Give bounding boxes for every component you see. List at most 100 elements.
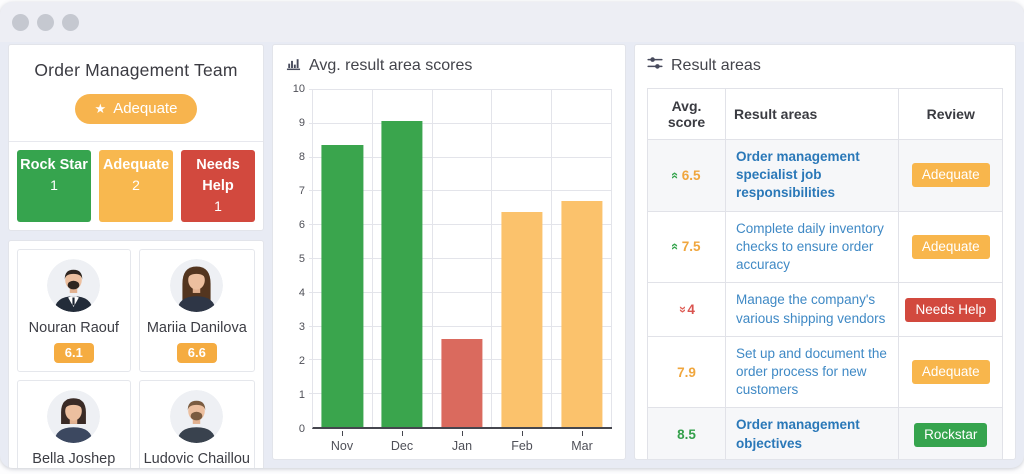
y-tick-label: 4 bbox=[298, 287, 305, 299]
avg-score: 7.9 bbox=[677, 364, 696, 380]
dashboard-content: Order Management Team ★ Adequate Rock St… bbox=[0, 42, 1024, 468]
bar-feb[interactable] bbox=[501, 212, 543, 427]
bar-mar[interactable] bbox=[561, 200, 603, 427]
y-tick-label: 8 bbox=[298, 151, 305, 163]
team-overall-badge-label: Adequate bbox=[113, 100, 178, 117]
column-header-result-areas: Result areas bbox=[724, 88, 900, 140]
avatar bbox=[170, 259, 224, 313]
avg-score: 8.5 bbox=[677, 427, 696, 443]
table-row: «6.5 Order management specialist job res… bbox=[647, 139, 1003, 212]
member-card[interactable]: Bella Joshep 10 bbox=[17, 380, 131, 468]
result-areas-card: Result areas Avg. score Result areas Rev… bbox=[634, 44, 1016, 460]
member-score-badge: 6.6 bbox=[176, 343, 217, 364]
bar-nov[interactable] bbox=[321, 144, 363, 427]
member-card[interactable]: Nouran Raouf 6.1 bbox=[17, 249, 131, 373]
y-tick-label: 2 bbox=[298, 355, 305, 367]
team-stats-row: Rock Star 1 Adequate 2 Needs Help 1 bbox=[9, 141, 263, 230]
trend-up-icon: « bbox=[668, 243, 684, 251]
result-area-link[interactable]: Set up and document the order process fo… bbox=[736, 345, 887, 398]
avg-score: 6.5 bbox=[681, 167, 701, 183]
avg-score: 4 bbox=[687, 302, 695, 318]
bar-cell bbox=[313, 89, 373, 427]
y-tick-label: 5 bbox=[298, 253, 305, 265]
column-header-review: Review bbox=[898, 88, 1003, 140]
stat-label: Rock Star bbox=[20, 157, 88, 173]
stat-label: Needs Help bbox=[196, 157, 240, 195]
gridline bbox=[309, 89, 612, 90]
member-card[interactable]: Ludovic Chaillou 3 bbox=[138, 380, 255, 468]
chart-plot bbox=[309, 89, 612, 429]
avg-scores-chart-card: Avg. result area scores 10 9 8 7 6 5 4 3 2 1 0 Nov… bbox=[272, 44, 626, 460]
result-areas-table: Avg. score Result areas Review «6.5 Orde… bbox=[647, 88, 1003, 459]
y-tick-label: 9 bbox=[298, 117, 305, 129]
member-name: Ludovic Chaillou bbox=[143, 451, 250, 468]
bar-dec[interactable] bbox=[381, 121, 423, 427]
y-tick-label: 10 bbox=[292, 83, 305, 95]
bar-cell bbox=[433, 89, 493, 427]
stat-value: 1 bbox=[214, 198, 222, 215]
sliders-icon bbox=[647, 55, 663, 76]
team-column: Order Management Team ★ Adequate Rock St… bbox=[8, 44, 264, 468]
stat-needs-help: Needs Help 1 bbox=[181, 150, 255, 223]
gridline bbox=[309, 156, 612, 158]
member-score-badge: 6.1 bbox=[53, 343, 94, 364]
result-areas-title: Result areas bbox=[671, 56, 761, 74]
gridline bbox=[309, 224, 612, 226]
result-area-link[interactable]: Complete daily inventory checks to ensur… bbox=[736, 220, 884, 273]
gridline bbox=[309, 325, 612, 327]
result-area-link[interactable]: Order management specialist job responsi… bbox=[736, 149, 860, 201]
trend-down-icon: « bbox=[674, 305, 690, 314]
review-badge: Adequate bbox=[911, 360, 990, 385]
review-badge: Needs Help bbox=[905, 297, 996, 322]
team-overall-badge: ★ Adequate bbox=[74, 94, 198, 124]
gridline bbox=[309, 190, 612, 192]
x-axis: Nov Dec Jan Feb Mar bbox=[312, 429, 612, 453]
column-header-avg-score: Avg. score bbox=[647, 88, 726, 140]
result-area-link[interactable]: Manage the company's various shipping ve… bbox=[736, 292, 886, 326]
member-name: Bella Joshep bbox=[32, 451, 116, 468]
trend-up-icon: « bbox=[668, 171, 684, 179]
x-tick-label: Dec bbox=[372, 430, 432, 453]
avatar bbox=[47, 259, 101, 313]
stat-value: 1 bbox=[50, 177, 58, 194]
bar-cell bbox=[552, 89, 612, 427]
y-tick-label: 6 bbox=[298, 219, 305, 231]
table-row: «4 Manage the company's various shipping… bbox=[647, 282, 1003, 337]
gridline bbox=[309, 291, 612, 293]
window-control-dot[interactable] bbox=[12, 13, 29, 31]
review-badge: Rockstar bbox=[914, 422, 988, 447]
table-row: «7.5 Complete daily inventory checks to … bbox=[647, 210, 1003, 284]
stat-rockstar: Rock Star 1 bbox=[17, 150, 91, 223]
y-tick-label: 1 bbox=[298, 389, 305, 401]
bar-jan[interactable] bbox=[441, 339, 483, 427]
team-summary-card: Order Management Team ★ Adequate Rock St… bbox=[8, 44, 264, 232]
team-title: Order Management Team bbox=[34, 60, 238, 80]
result-area-link[interactable]: Order management objectives bbox=[736, 417, 860, 451]
stat-label: Adequate bbox=[102, 157, 170, 173]
window-control-dot[interactable] bbox=[62, 13, 79, 31]
stat-adequate: Adequate 2 bbox=[99, 150, 173, 223]
window-control-dot[interactable] bbox=[37, 13, 54, 31]
x-tick-label: Nov bbox=[312, 430, 372, 453]
window-titlebar bbox=[0, 2, 1024, 42]
gridline bbox=[309, 258, 612, 259]
team-members-card: Nouran Raouf 6.1 Mariia Danilova 6.6 Bel… bbox=[8, 240, 264, 468]
chart-title: Avg. result area scores bbox=[309, 57, 473, 74]
x-tick-label: Feb bbox=[492, 430, 552, 453]
stat-value: 2 bbox=[132, 177, 140, 194]
avg-score: 7.5 bbox=[681, 239, 701, 255]
bar-cell bbox=[373, 89, 433, 427]
y-tick-label: 0 bbox=[298, 423, 305, 435]
avatar bbox=[47, 390, 101, 444]
table-header-row: Avg. score Result areas Review bbox=[647, 88, 1003, 140]
member-name: Nouran Raouf bbox=[28, 320, 119, 337]
y-tick-label: 3 bbox=[298, 321, 305, 333]
table-row: 7.9 Set up and document the order proces… bbox=[647, 335, 1003, 409]
review-badge: Adequate bbox=[911, 234, 990, 259]
y-axis: 10 9 8 7 6 5 4 3 2 1 0 bbox=[286, 83, 312, 435]
avatar bbox=[170, 390, 224, 444]
y-tick-label: 7 bbox=[298, 185, 305, 197]
x-tick-label: Mar bbox=[552, 430, 612, 453]
member-card[interactable]: Mariia Danilova 6.6 bbox=[138, 249, 255, 373]
